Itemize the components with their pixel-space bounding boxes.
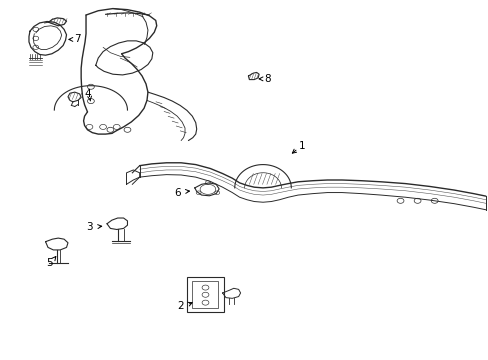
Text: 5: 5 [46, 258, 53, 268]
Text: 4: 4 [84, 89, 91, 99]
Text: 7: 7 [74, 35, 81, 44]
Text: 2: 2 [177, 301, 183, 311]
Text: 8: 8 [264, 74, 271, 84]
Text: 1: 1 [298, 141, 305, 151]
Text: 3: 3 [86, 222, 93, 232]
Text: 6: 6 [174, 188, 180, 198]
